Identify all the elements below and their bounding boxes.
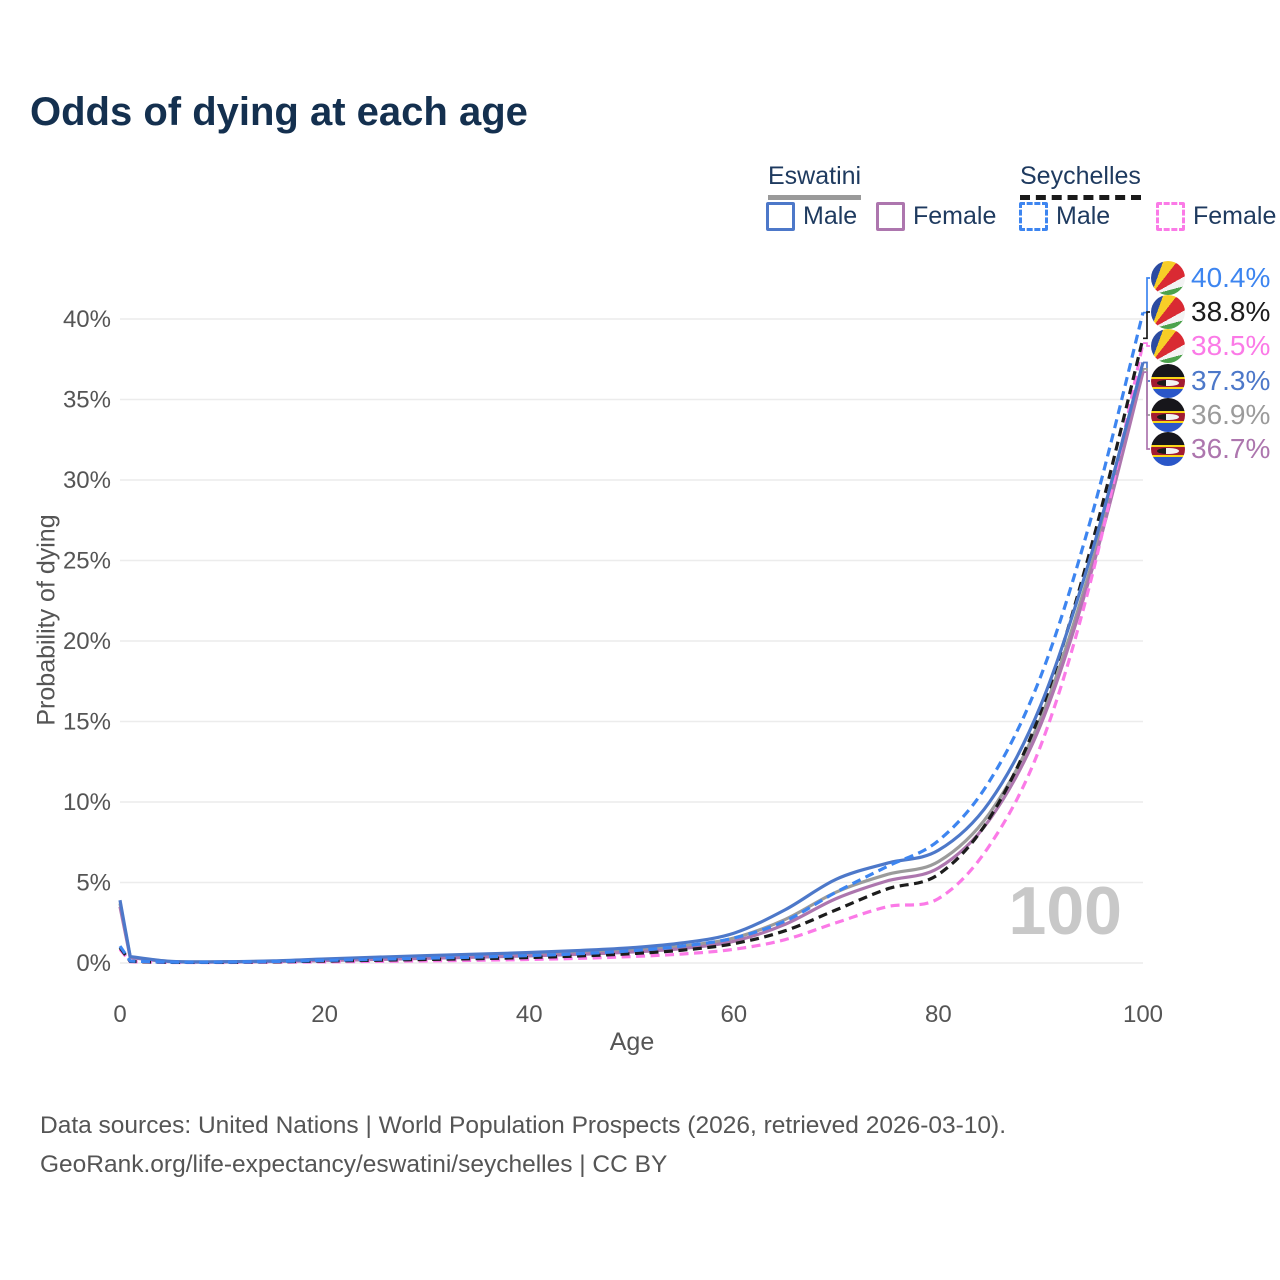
x-tick-label: 40: [516, 1001, 543, 1028]
end-label-value: 40.4%: [1191, 262, 1271, 293]
y-tick-label: 40%: [63, 306, 111, 333]
y-tick-label: 15%: [63, 709, 111, 736]
end-label-connector: [1143, 311, 1150, 340]
page-title: Odds of dying at each age: [30, 90, 528, 134]
legend-item-seychelles-male[interactable]: Male: [1019, 202, 1110, 231]
seychelles-flag-icon: [1151, 295, 1185, 329]
footer-data-sources: Data sources: United Nations | World Pop…: [40, 1112, 1007, 1139]
end-label-eswatini[interactable]: 36.9%: [1151, 398, 1270, 432]
legend-group-eswatini[interactable]: Eswatini: [768, 162, 862, 200]
eswatini-flag-icon: [1151, 432, 1185, 466]
x-tick-label: 100: [1123, 1001, 1163, 1028]
end-label-value: 36.7%: [1191, 433, 1271, 464]
legend-label: Female: [1193, 202, 1277, 230]
end-label-value: 36.9%: [1191, 399, 1271, 430]
legend-group-seychelles[interactable]: Seychelles: [1020, 162, 1141, 200]
y-tick-label: 5%: [76, 870, 111, 897]
footer-attribution: GeoRank.org/life-expectancy/eswatini/sey…: [40, 1151, 668, 1178]
end-label-connector: [1143, 342, 1150, 347]
legend-item-eswatini-female[interactable]: Female: [876, 202, 996, 231]
legend-item-eswatini-male[interactable]: Male: [766, 202, 857, 231]
x-tick-label: 20: [311, 1001, 338, 1028]
end-label-value: 38.5%: [1191, 330, 1271, 361]
x-axis-title: Age: [609, 1028, 655, 1056]
eswatini-female-swatch-icon: [876, 202, 905, 231]
y-tick-label: 35%: [63, 387, 111, 414]
series-line-eswatini-female[interactable]: [118, 371, 1145, 964]
end-label-seychelles[interactable]: 38.8%: [1151, 295, 1270, 329]
end-label-value: 38.8%: [1191, 296, 1271, 327]
seychelles-female-swatch-icon: [1156, 202, 1185, 231]
age-counter-watermark: 100: [1008, 873, 1122, 949]
end-label-seychelles-male[interactable]: 40.4%: [1151, 261, 1270, 295]
legend-label: Male: [803, 202, 858, 230]
x-tick-label: 60: [720, 1001, 747, 1028]
y-tick-label: 10%: [63, 789, 111, 816]
eswatini-male-swatch-icon: [766, 202, 795, 231]
y-tick-label: 30%: [63, 467, 111, 494]
end-label-eswatini-female[interactable]: 36.7%: [1151, 432, 1270, 466]
series-line-seychelles-male[interactable]: [118, 312, 1145, 964]
legend-item-seychelles-female[interactable]: Female: [1156, 202, 1276, 231]
eswatini-flag-icon: [1151, 364, 1185, 398]
legend-label: Female: [913, 202, 997, 230]
y-axis-title: Probability of dying: [32, 514, 61, 726]
legend-label: Male: [1056, 202, 1111, 230]
series-line-seychelles[interactable]: [118, 337, 1145, 965]
end-label-connector: [1143, 277, 1150, 314]
end-label-eswatini-male[interactable]: 37.3%: [1151, 364, 1270, 398]
x-tick-label: 0: [113, 1001, 126, 1028]
y-tick-label: 20%: [63, 628, 111, 655]
eswatini-flag-icon: [1151, 398, 1185, 432]
end-label-value: 37.3%: [1191, 365, 1271, 396]
y-tick-label: 25%: [63, 548, 111, 575]
seychelles-flag-icon: [1151, 329, 1185, 363]
series-line-eswatini-male[interactable]: [118, 362, 1145, 964]
end-label-seychelles-female[interactable]: 38.5%: [1151, 329, 1270, 363]
y-tick-label: 0%: [76, 950, 111, 977]
seychelles-flag-icon: [1151, 261, 1185, 295]
series-line-eswatini[interactable]: [118, 368, 1145, 964]
footer: Data sources: United Nations | World Pop…: [40, 1106, 1006, 1184]
series-line-seychelles-female[interactable]: [118, 342, 1145, 965]
end-label-connector: [1143, 371, 1150, 450]
x-tick-label: 80: [925, 1001, 952, 1028]
seychelles-male-swatch-icon: [1019, 202, 1048, 231]
